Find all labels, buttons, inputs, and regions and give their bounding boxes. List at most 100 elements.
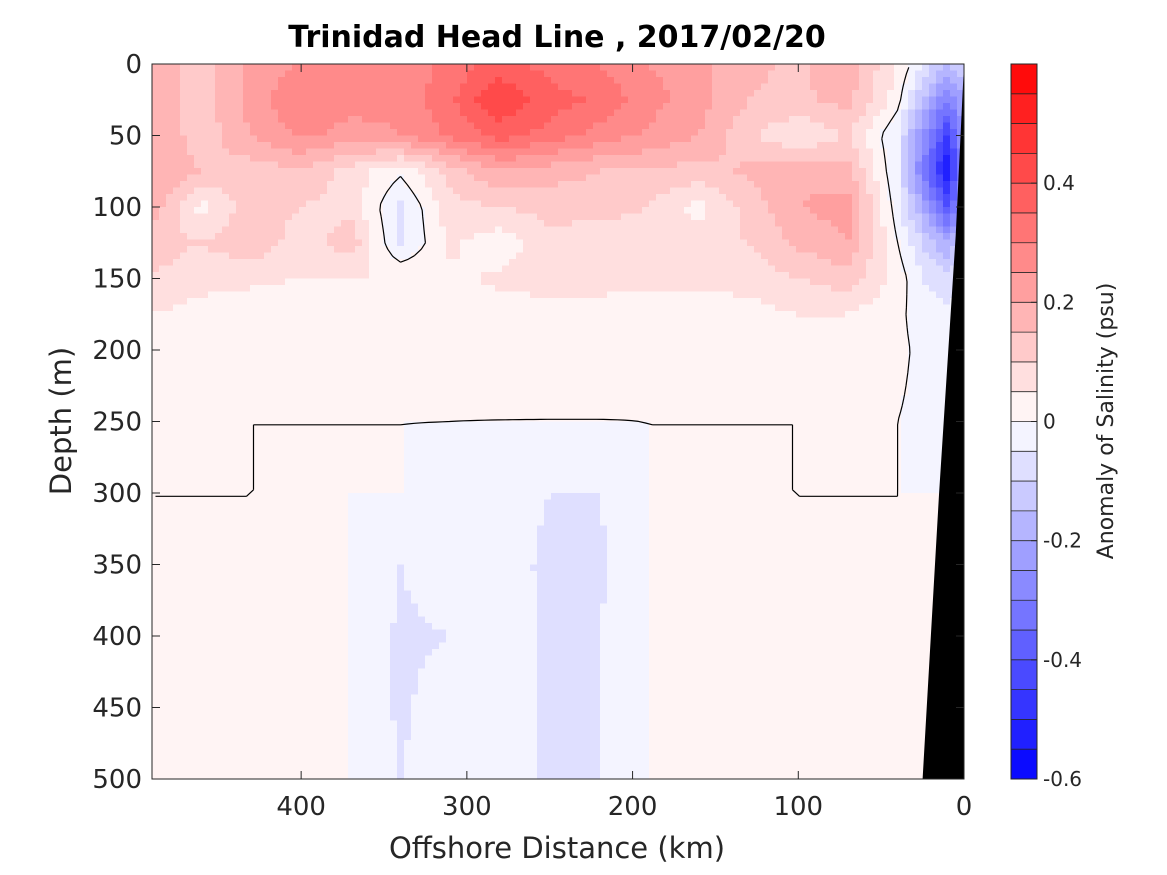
heatmap-cell [411, 116, 419, 124]
heatmap-cell [362, 213, 370, 221]
heatmap-cell [418, 83, 426, 91]
heatmap-cell [761, 129, 769, 137]
heatmap-cell [166, 90, 174, 98]
heatmap-cell [845, 246, 853, 254]
heatmap-cell [726, 220, 734, 228]
heatmap-cell [362, 181, 370, 189]
heatmap-cell [887, 324, 895, 332]
heatmap-cell [530, 161, 538, 169]
heatmap-cell [194, 311, 202, 319]
heatmap-cell [194, 187, 202, 195]
heatmap-cell [264, 181, 272, 189]
heatmap-cell [726, 272, 734, 280]
heatmap-cell [866, 304, 874, 312]
heatmap-cell [768, 226, 776, 234]
heatmap-cell [838, 96, 846, 104]
heatmap-cell [271, 122, 279, 130]
heatmap-cell [943, 161, 951, 169]
heatmap-cell [334, 239, 342, 247]
heatmap-cell [369, 64, 377, 72]
heatmap-cell [495, 239, 503, 247]
heatmap-cell [593, 135, 601, 143]
heatmap-cell [866, 77, 874, 85]
heatmap-cell [278, 285, 286, 293]
heatmap-cell [859, 122, 867, 130]
heatmap-cell [341, 181, 349, 189]
heatmap-cell [726, 207, 734, 215]
heatmap-cell [411, 207, 419, 215]
heatmap-cell [474, 161, 482, 169]
heatmap-cell [453, 148, 461, 156]
heatmap-cell [264, 226, 272, 234]
heatmap-cell [656, 148, 664, 156]
heatmap-cell [502, 142, 510, 150]
heatmap-cell [922, 142, 930, 150]
heatmap-cell [187, 103, 195, 111]
heatmap-cell [439, 213, 447, 221]
heatmap-cell [838, 181, 846, 189]
heatmap-cell [509, 291, 517, 299]
heatmap-cell [817, 64, 825, 72]
heatmap-cell [719, 246, 727, 254]
heatmap-cell [334, 207, 342, 215]
heatmap-cell [635, 161, 643, 169]
heatmap-cell [726, 70, 734, 78]
heatmap-cell [761, 285, 769, 293]
heatmap-cell [642, 161, 650, 169]
heatmap-cell [313, 239, 321, 247]
heatmap-cell [299, 135, 307, 143]
heatmap-cell [341, 304, 349, 312]
heatmap-cell [677, 83, 685, 91]
heatmap-cell [362, 90, 370, 98]
heatmap-cell [901, 285, 909, 293]
heatmap-cell [950, 148, 958, 156]
heatmap-cell [768, 161, 776, 169]
heatmap-cell [453, 194, 461, 202]
heatmap-cell [600, 265, 608, 273]
heatmap-cell [453, 259, 461, 267]
heatmap-cell [152, 200, 160, 208]
heatmap-cell [705, 278, 713, 286]
heatmap-cell [936, 83, 944, 91]
heatmap-cell [278, 298, 286, 306]
heatmap-cell [838, 194, 846, 202]
heatmap-cell [306, 220, 314, 228]
heatmap-cell [460, 311, 468, 319]
heatmap-cell [691, 213, 699, 221]
heatmap-cell [194, 70, 202, 78]
heatmap-cell [572, 337, 580, 345]
heatmap-cell [908, 181, 916, 189]
heatmap-cell [726, 187, 734, 195]
heatmap-cell [467, 239, 475, 247]
heatmap-cell [852, 70, 860, 78]
heatmap-cell [509, 122, 517, 130]
heatmap-cell [432, 226, 440, 234]
heatmap-cell [775, 200, 783, 208]
heatmap-cell [789, 233, 797, 241]
heatmap-cell [782, 174, 790, 182]
heatmap-cell [439, 298, 447, 306]
heatmap-cell [292, 246, 300, 254]
heatmap-cell [915, 226, 923, 234]
heatmap-cell [418, 155, 426, 163]
heatmap-cell [761, 122, 769, 130]
heatmap-cell [810, 187, 818, 195]
heatmap-cell [334, 337, 342, 345]
heatmap-cell [299, 155, 307, 163]
heatmap-cell [250, 129, 258, 137]
heatmap-cell [551, 161, 559, 169]
heatmap-cell [775, 103, 783, 111]
heatmap-cell [936, 233, 944, 241]
heatmap-cell [887, 252, 895, 260]
heatmap-cell [250, 324, 258, 332]
heatmap-cell [404, 272, 412, 280]
heatmap-cell [348, 109, 356, 117]
heatmap-cell [859, 265, 867, 273]
heatmap-cell [943, 116, 951, 124]
heatmap-cell [922, 337, 930, 345]
heatmap-cell [383, 291, 391, 299]
heatmap-cell [628, 155, 636, 163]
heatmap-cell [439, 220, 447, 228]
heatmap-cell [432, 103, 440, 111]
heatmap-cell [677, 103, 685, 111]
